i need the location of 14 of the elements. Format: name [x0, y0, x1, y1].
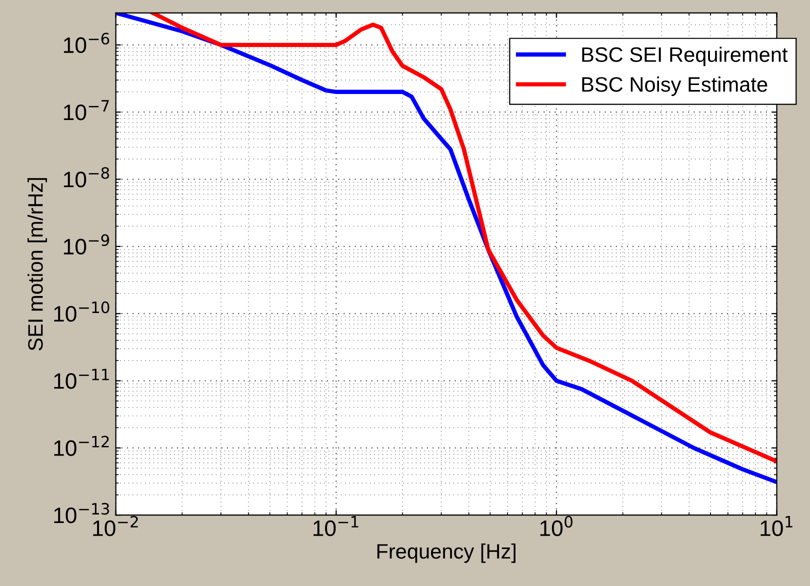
y-axis-title: SEI motion [m/rHz] [28, 178, 47, 350]
x-tick-label: 10$^{0}$ [540, 516, 572, 536]
y-tick-label: 10$^{−11}$ [54, 368, 109, 389]
legend-label: BSC Noisy Estimate [582, 76, 768, 96]
x-axis-title: Frequency [Hz] [377, 543, 516, 563]
y-tick-label: 10$^{−10}$ [54, 301, 110, 322]
x-tick-label: 10$^{−1}$ [314, 516, 358, 536]
y-tick-label: 10$^{−6}$ [64, 32, 110, 54]
y-tick-label: 10$^{−9}$ [64, 234, 110, 255]
x-tick-label: 10$^{1}$ [760, 516, 792, 536]
y-tick-label: 10$^{−8}$ [64, 167, 110, 188]
legend-label: BSC SEI Requirement [582, 46, 788, 66]
y-tick-label: 10$^{−7}$ [64, 100, 109, 120]
y-tick-label: 10$^{−12}$ [54, 436, 109, 456]
